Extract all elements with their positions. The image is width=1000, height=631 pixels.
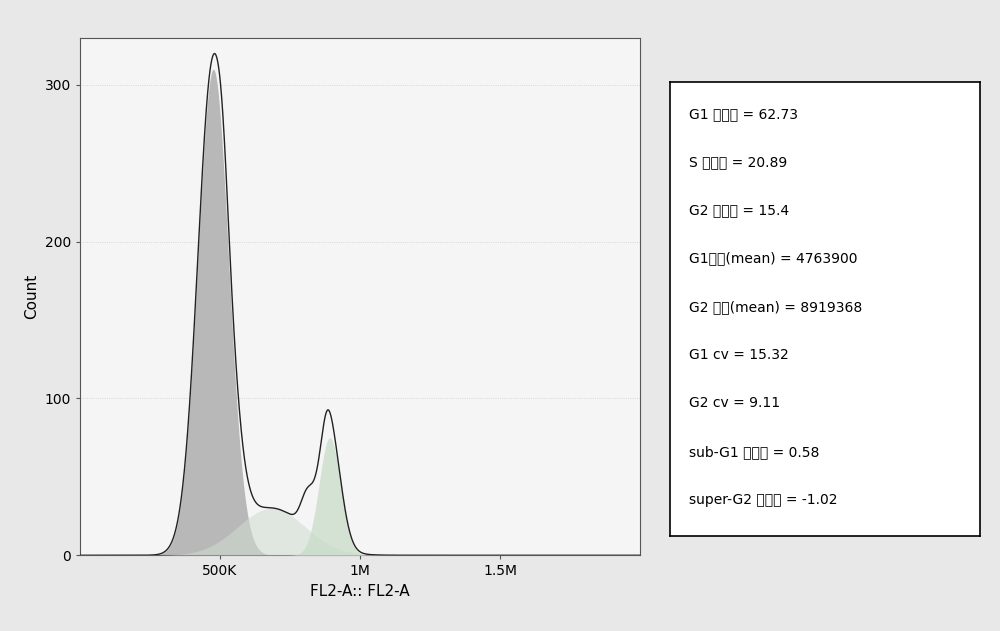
Text: G1均数(mean) = 4763900: G1均数(mean) = 4763900 [689, 252, 857, 266]
Text: S 百分比 = 20.89: S 百分比 = 20.89 [689, 155, 787, 169]
Text: sub-G1 百分比 = 0.58: sub-G1 百分比 = 0.58 [689, 445, 819, 459]
Text: super-G2 百分比 = -1.02: super-G2 百分比 = -1.02 [689, 493, 837, 507]
X-axis label: FL2-A:: FL2-A: FL2-A:: FL2-A [310, 584, 410, 599]
Text: G1 cv = 15.32: G1 cv = 15.32 [689, 348, 788, 362]
Y-axis label: Count: Count [24, 274, 39, 319]
Text: G2 均数(mean) = 8919368: G2 均数(mean) = 8919368 [689, 300, 862, 314]
Text: G2 百分比 = 15.4: G2 百分比 = 15.4 [689, 203, 789, 217]
Text: G1 百分比 = 62.73: G1 百分比 = 62.73 [689, 107, 798, 121]
Text: G2 cv = 9.11: G2 cv = 9.11 [689, 396, 780, 410]
